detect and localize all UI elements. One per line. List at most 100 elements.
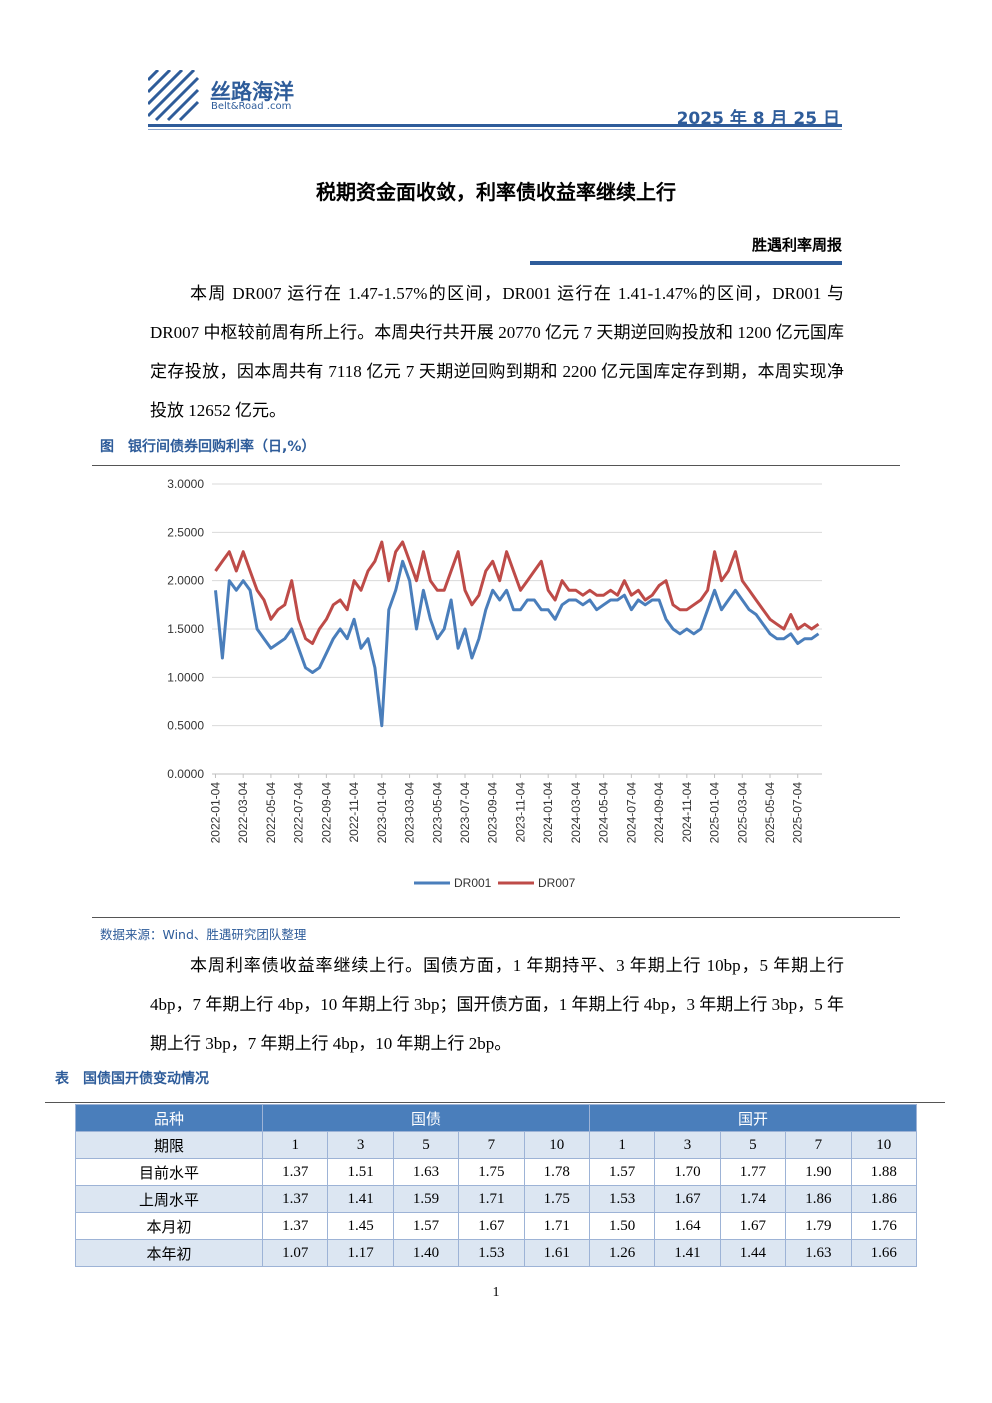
table-cell: 1.76 [850,1212,918,1240]
table-cell: 国开 [588,1104,918,1132]
table-cell: 1.70 [654,1158,721,1186]
table-cell: 1.63 [392,1158,460,1186]
legend-label: DR007 [538,876,576,890]
table-cell: 1.57 [392,1212,460,1240]
table-cell: 1.53 [588,1185,656,1213]
table-row: 上周水平 1.37 1.41 1.59 1.71 1.75 1.53 1.67 1.74 1.86… [75,1185,918,1213]
x-tick-label: 2023-01-04 [375,782,389,844]
logo-name: 丝路海洋 [210,80,294,104]
table-cell: 1.77 [719,1158,787,1186]
table-cell: 1.78 [523,1158,590,1186]
table-cell: 1.07 [261,1239,329,1267]
table-cell: 1.57 [588,1158,656,1186]
table-cell: 本年初 [75,1239,263,1267]
table-cell: 1.71 [458,1185,525,1213]
rule [92,917,900,918]
x-tick-label: 2024-11-04 [680,782,694,843]
series-line [214,559,820,728]
table-row: 本年初 1.07 1.17 1.40 1.53 1.61 1.26 1.41 1.44 1.63 1… [75,1239,918,1267]
table-cell: 7 [785,1131,852,1159]
x-tick-label: 2024-01-04 [541,782,555,844]
y-tick-label: 1.5000 [167,622,204,636]
table-cell: 1.88 [850,1158,918,1186]
table-cell: 1.67 [654,1185,721,1213]
table-cell: 1.67 [458,1212,525,1240]
rule [45,1102,945,1103]
y-tick-label: 2.0000 [167,574,204,588]
table-cell: 1.41 [327,1185,394,1213]
y-tick-label: 0.0000 [167,767,204,781]
table-cell: 1.75 [458,1158,525,1186]
y-tick-label: 1.0000 [167,670,204,684]
column-rule [530,261,842,265]
table-cell: 目前水平 [75,1158,263,1186]
table-cell: 1.26 [588,1239,656,1267]
table-cell: 5 [719,1131,787,1159]
table-cell: 1.67 [719,1212,787,1240]
legend-label: DR001 [454,876,492,890]
table-cell: 10 [850,1131,918,1159]
table-cell: 1.50 [588,1212,656,1240]
x-tick-label: 2025-01-04 [708,782,722,844]
table-caption: 表 国债国开债变动情况 [55,1071,209,1087]
logo-sub: Belt&Road .com [211,101,292,112]
table-cell: 1.37 [261,1185,329,1213]
x-tick-label: 2025-03-04 [735,782,749,844]
x-tick-label: 2023-03-04 [403,782,417,844]
table-cell: 1.17 [327,1239,394,1267]
column-name: 胜遇利率周报 [751,236,842,254]
title: 税期资金面收敛，利率债收益率继续上行 [316,180,676,204]
page-number: 1 [492,1285,500,1300]
x-tick-label: 2022-09-04 [319,782,333,844]
x-tick-label: 2022-07-04 [292,782,306,844]
source: 数据来源：Wind、胜遇研究团队整理 [100,927,307,942]
y-tick-label: 2.5000 [167,525,204,539]
table-cell: 1.61 [523,1239,590,1267]
table-cell: 1 [588,1131,656,1159]
table-cell: 3 [654,1131,721,1159]
table-cell: 3 [327,1131,394,1159]
table-cell: 品种 [75,1104,263,1132]
table-cell: 1 [261,1131,329,1159]
header-rule [148,124,842,127]
paragraph: 本周 DR007 运行在 1.47-1.57%的区间，DR001 运行在 1.4… [150,284,844,420]
x-tick-label: 2024-03-04 [569,782,583,844]
table-row: 品种 国债 国开 [75,1104,918,1132]
table-cell: 7 [458,1131,525,1159]
x-tick-label: 2022-11-04 [347,782,361,843]
figure-caption: 图 银行间债券回购利率（日,%） [100,439,316,455]
table-row: 本月初 1.37 1.45 1.57 1.67 1.71 1.50 1.64 1.67 1.79 1… [75,1212,918,1240]
table-cell: 1.86 [785,1185,852,1213]
table-cell: 10 [523,1131,590,1159]
table-cell: 1.59 [392,1185,460,1213]
x-tick-label: 2024-05-04 [597,782,611,844]
x-tick-label: 2024-07-04 [624,782,638,844]
table-cell: 1.66 [850,1239,918,1267]
table-cell: 1.75 [523,1185,590,1213]
rule [92,465,900,466]
table-cell: 1.64 [654,1212,721,1240]
table-cell: 1.71 [523,1212,590,1240]
table-cell: 5 [392,1131,460,1159]
y-tick-label: 3.0000 [167,477,204,491]
x-tick-label: 2022-05-04 [264,782,278,844]
y-tick-label: 0.5000 [167,719,204,733]
table-cell: 1.86 [850,1185,918,1213]
x-tick-label: 2024-09-04 [652,782,666,844]
table-cell: 1.51 [327,1158,394,1186]
x-tick-label: 2025-07-04 [791,782,805,844]
table-row: 目前水平 1.37 1.51 1.63 1.75 1.78 1.57 1.70 1.77 1.90… [75,1158,918,1186]
table-cell: 1.40 [392,1239,460,1267]
logo-icon [148,70,200,122]
table-cell: 1.63 [785,1239,852,1267]
table-cell: 国债 [262,1104,590,1132]
paragraph: 本周利率债收益率继续上行。国债方面，1 年期持平、3 年期上行 10bp，5 年… [150,956,844,1053]
table-cell: 上周水平 [75,1185,263,1213]
table-cell: 1.45 [327,1212,394,1240]
x-tick-label: 2023-11-04 [513,782,527,843]
table-cell: 期限 [75,1131,263,1159]
x-tick-label: 2022-03-04 [236,782,250,844]
x-tick-label: 2023-07-04 [458,782,472,844]
table-cell: 1.74 [719,1185,787,1213]
